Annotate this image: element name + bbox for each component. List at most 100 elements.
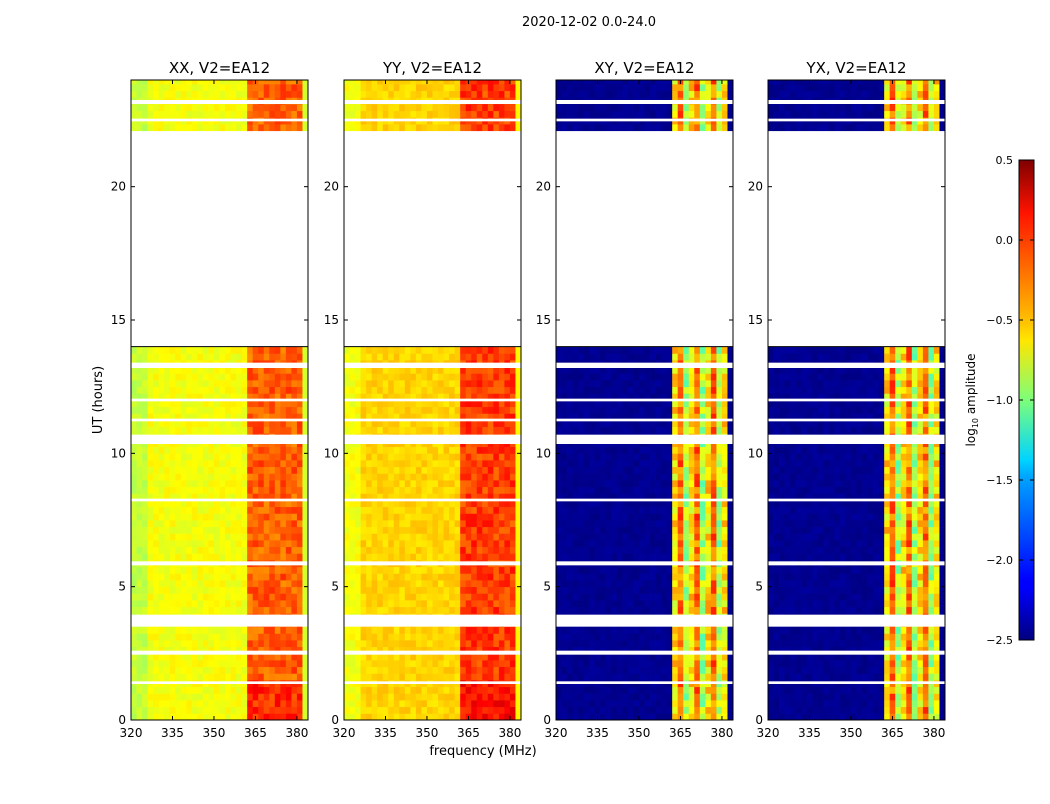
heatmap-cell [275, 427, 281, 434]
heatmap-cell [344, 547, 350, 554]
heatmap-cell [280, 447, 286, 454]
heatmap-cell [153, 91, 159, 98]
heatmap-cell [192, 587, 198, 594]
heatmap-cell [388, 84, 394, 91]
heatmap-cell [584, 687, 590, 694]
heatmap-cell [208, 600, 214, 607]
heatmap-cell [361, 353, 367, 360]
heatmap-cell [225, 673, 231, 680]
heatmap-cell [438, 553, 444, 560]
heatmap-cell [253, 387, 259, 394]
heatmap-cell [394, 520, 400, 527]
heatmap-cell [394, 687, 400, 694]
heatmap-cell [192, 527, 198, 534]
heatmap-cell [510, 453, 516, 460]
heatmap-cell [455, 540, 461, 547]
heatmap-cell [433, 527, 439, 534]
heatmap-cell [220, 627, 226, 634]
heatmap-cell [142, 567, 148, 574]
heatmap-cell [388, 513, 394, 520]
heatmap-cell [628, 607, 634, 614]
heatmap-cell [421, 124, 427, 131]
heatmap-cell [131, 707, 137, 714]
heatmap-cell [410, 111, 416, 118]
heatmap-cell [645, 580, 651, 587]
heatmap-cell [159, 387, 165, 394]
heatmap-cell [225, 80, 231, 84]
heatmap-cell [131, 660, 137, 667]
heatmap-cell [377, 373, 383, 380]
heatmap-cell [622, 573, 628, 580]
heatmap-cell [504, 124, 510, 131]
heatmap-cell [366, 640, 372, 647]
heatmap-cell [493, 460, 499, 467]
heatmap-cell [350, 660, 356, 667]
heatmap-cell [589, 580, 595, 587]
heatmap-cell [280, 513, 286, 520]
heatmap-cell [258, 640, 264, 647]
heatmap-cell [247, 353, 253, 360]
heatmap-cell [416, 713, 422, 720]
heatmap-cell [488, 387, 494, 394]
heatmap-cell [275, 707, 281, 714]
heatmap-cell [275, 460, 281, 467]
heatmap-cell [377, 111, 383, 118]
heatmap-cell [355, 693, 361, 700]
heatmap-cell [197, 460, 203, 467]
heatmap-cell [562, 607, 568, 614]
heatmap-cell [383, 387, 389, 394]
heatmap-cell [455, 427, 461, 434]
heatmap-cell [361, 707, 367, 714]
heatmap-cell [192, 713, 198, 720]
heatmap-cell [510, 353, 516, 360]
heatmap-cell [410, 553, 416, 560]
heatmap-cell [394, 587, 400, 594]
heatmap-cell [148, 667, 154, 674]
heatmap-cell [350, 453, 356, 460]
heatmap-cell [689, 567, 695, 574]
heatmap-cell [700, 607, 706, 614]
heatmap-cell [297, 427, 303, 434]
heatmap-cell [242, 627, 248, 634]
heatmap-cell [164, 673, 170, 680]
heatmap-cell [181, 91, 187, 98]
heatmap-cell [460, 607, 466, 614]
heatmap-cell [197, 573, 203, 580]
heatmap-cell [131, 407, 137, 414]
heatmap-cell [242, 347, 248, 354]
heatmap-cell [700, 660, 706, 667]
heatmap-cell [405, 473, 411, 480]
heatmap-cell [567, 687, 573, 694]
heatmap-cell [350, 573, 356, 580]
heatmap-cell [192, 607, 198, 614]
heatmap-cell [344, 533, 350, 540]
heatmap-cell [137, 547, 143, 554]
heatmap-cell [449, 593, 455, 600]
heatmap-cell [477, 460, 483, 467]
heatmap-cell [562, 707, 568, 714]
heatmap-cell [264, 600, 270, 607]
heatmap-cell [622, 660, 628, 667]
heatmap-cell [208, 487, 214, 494]
heatmap-cell [672, 713, 678, 720]
heatmap-cell [611, 707, 617, 714]
heatmap-cell [153, 407, 159, 414]
heatmap-cell [377, 707, 383, 714]
heatmap-cell [656, 553, 662, 560]
heatmap-cell [297, 407, 303, 414]
heatmap-cell [142, 667, 148, 674]
heatmap-cell [291, 453, 297, 460]
heatmap-cell [510, 540, 516, 547]
y-tick-label: 20 [111, 180, 126, 194]
heatmap-cell [208, 520, 214, 527]
heatmap-cell [606, 693, 612, 700]
heatmap-cell [504, 700, 510, 707]
heatmap-cell [510, 84, 516, 91]
heatmap-cell [438, 347, 444, 354]
heatmap-cell [225, 713, 231, 720]
heatmap-cell [225, 600, 231, 607]
heatmap-cell [170, 487, 176, 494]
heatmap-cell [694, 580, 700, 587]
heatmap-cell [510, 80, 516, 84]
heatmap-cell [622, 553, 628, 560]
